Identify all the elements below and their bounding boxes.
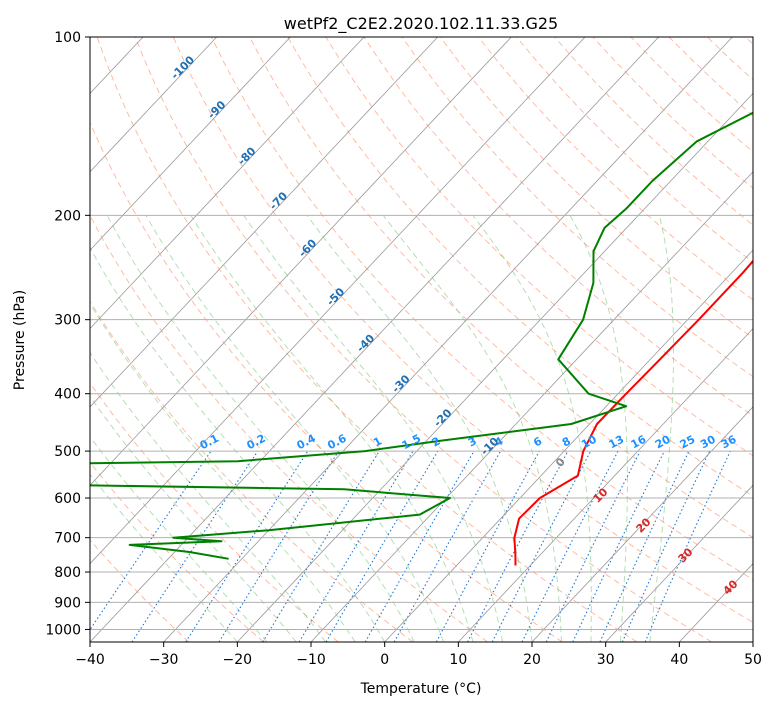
- moist-adiabat-line: [106, 215, 415, 642]
- x-tick-label: 0: [380, 652, 389, 668]
- dry-adiabat-line: [249, 37, 753, 539]
- isotherm-line: [458, 327, 753, 642]
- x-tick-label: −40: [75, 652, 105, 668]
- isotherm-line: [90, 37, 438, 408]
- y-tick-label: 900: [54, 595, 81, 611]
- y-tick-label: 700: [54, 531, 81, 547]
- dry-adiabat-line: [134, 37, 712, 642]
- dry-adiabat-line: [90, 461, 264, 642]
- isotherm-line: [310, 171, 753, 642]
- dry-adiabat-line: [96, 37, 638, 642]
- isotherm-line: [90, 37, 365, 330]
- isotherm-line: [90, 37, 512, 486]
- mixing-ratio-line: [90, 450, 212, 631]
- moist-adiabat-line: [90, 246, 386, 642]
- x-tick-label: −10: [296, 652, 326, 668]
- isotherms: [90, 37, 753, 642]
- moist-adiabat-line: [190, 215, 474, 642]
- mixing-ratio-line: [621, 450, 711, 642]
- mixing-ratio-line: [521, 450, 619, 642]
- moist-adiabat-line: [243, 215, 503, 642]
- isotherm-line: [237, 92, 753, 642]
- mixing-ratio-line: [262, 450, 380, 642]
- y-tick-label: 400: [54, 387, 81, 403]
- plot-frame: [89, 36, 754, 643]
- dry-adiabat-line: [211, 37, 753, 581]
- x-tick-label: −30: [149, 652, 179, 668]
- x-tick-label: 40: [670, 652, 688, 668]
- y-tick-label: 600: [54, 491, 81, 507]
- dry-adiabat-line: [90, 121, 563, 642]
- moist-adiabat-line: [145, 215, 445, 642]
- moist-adiabat-line: [90, 302, 356, 642]
- dry-adiabat-line: [172, 37, 753, 623]
- isotherm-line: [531, 406, 753, 642]
- dewpoint-profile: [90, 111, 753, 560]
- pressure-gridlines: [90, 37, 753, 630]
- moist-adiabat-line: [649, 215, 674, 642]
- y-tick-label: 800: [54, 565, 81, 581]
- x-tick-label: 20: [523, 652, 541, 668]
- mixing-ratio-label: 36: [719, 433, 739, 452]
- isotherm-line: [90, 37, 291, 251]
- mixing-ratio-label: 30: [698, 433, 718, 452]
- moist-adiabat-line: [382, 215, 562, 642]
- y-axis: 100 200 300 400 500 600 700 800 900 1000: [45, 30, 90, 638]
- mixing-ratio-label: 20: [653, 433, 673, 452]
- x-tick-label: 50: [744, 652, 762, 668]
- mixing-ratio-label: 13: [607, 433, 627, 452]
- dry-adiabat-line: [478, 37, 753, 301]
- x-tick-label: 10: [449, 652, 467, 668]
- x-tick-label: −20: [223, 652, 253, 668]
- isotherm-line: [90, 37, 217, 173]
- mixing-ratio-line: [545, 450, 641, 642]
- mixing-ratio-line: [393, 450, 502, 642]
- moist-adiabat-line: [90, 473, 238, 642]
- y-tick-label: 300: [54, 313, 81, 329]
- mixing-ratio-line: [435, 450, 540, 642]
- moist-adiabat-line: [569, 215, 628, 642]
- dry-adiabat-line: [287, 37, 753, 497]
- isotherm-line: [90, 37, 659, 642]
- mixing-ratio-label: 10: [579, 433, 599, 452]
- y-tick-label: 200: [54, 208, 81, 224]
- x-axis-label: Temperature (°C): [360, 681, 482, 697]
- mixing-ratio-label: 25: [678, 433, 698, 452]
- y-axis-label: Pressure (hPa): [12, 290, 28, 390]
- isotherm-line: [605, 484, 753, 642]
- x-tick-label: 30: [597, 652, 615, 668]
- temperature-profile: [513, 259, 753, 566]
- dry-adiabat-line: [90, 539, 190, 642]
- isotherm-line: [384, 249, 753, 642]
- dry-adiabat-line: [90, 214, 488, 642]
- chart-title: wetPf2_C2E2.2020.102.11.33.G25: [284, 14, 558, 34]
- sounding-series: [90, 111, 753, 566]
- x-axis: −40 −30 −20 −10 0 10 20 30 40 50: [75, 642, 762, 668]
- mixing-ratio-line: [185, 450, 309, 642]
- mixing-ratio-label: 16: [629, 433, 649, 452]
- y-tick-label: 500: [54, 444, 81, 460]
- plot-area: 0.1 0.2 0.4 0.6 1 1.5 2 3 4 6 8 10 13 16 20 25 30 36-100-…: [90, 37, 753, 642]
- y-tick-label: 100: [54, 30, 81, 46]
- isotherm-line: [90, 37, 586, 565]
- y-tick-label: 1000: [45, 622, 81, 638]
- isotherm-line: [163, 37, 733, 642]
